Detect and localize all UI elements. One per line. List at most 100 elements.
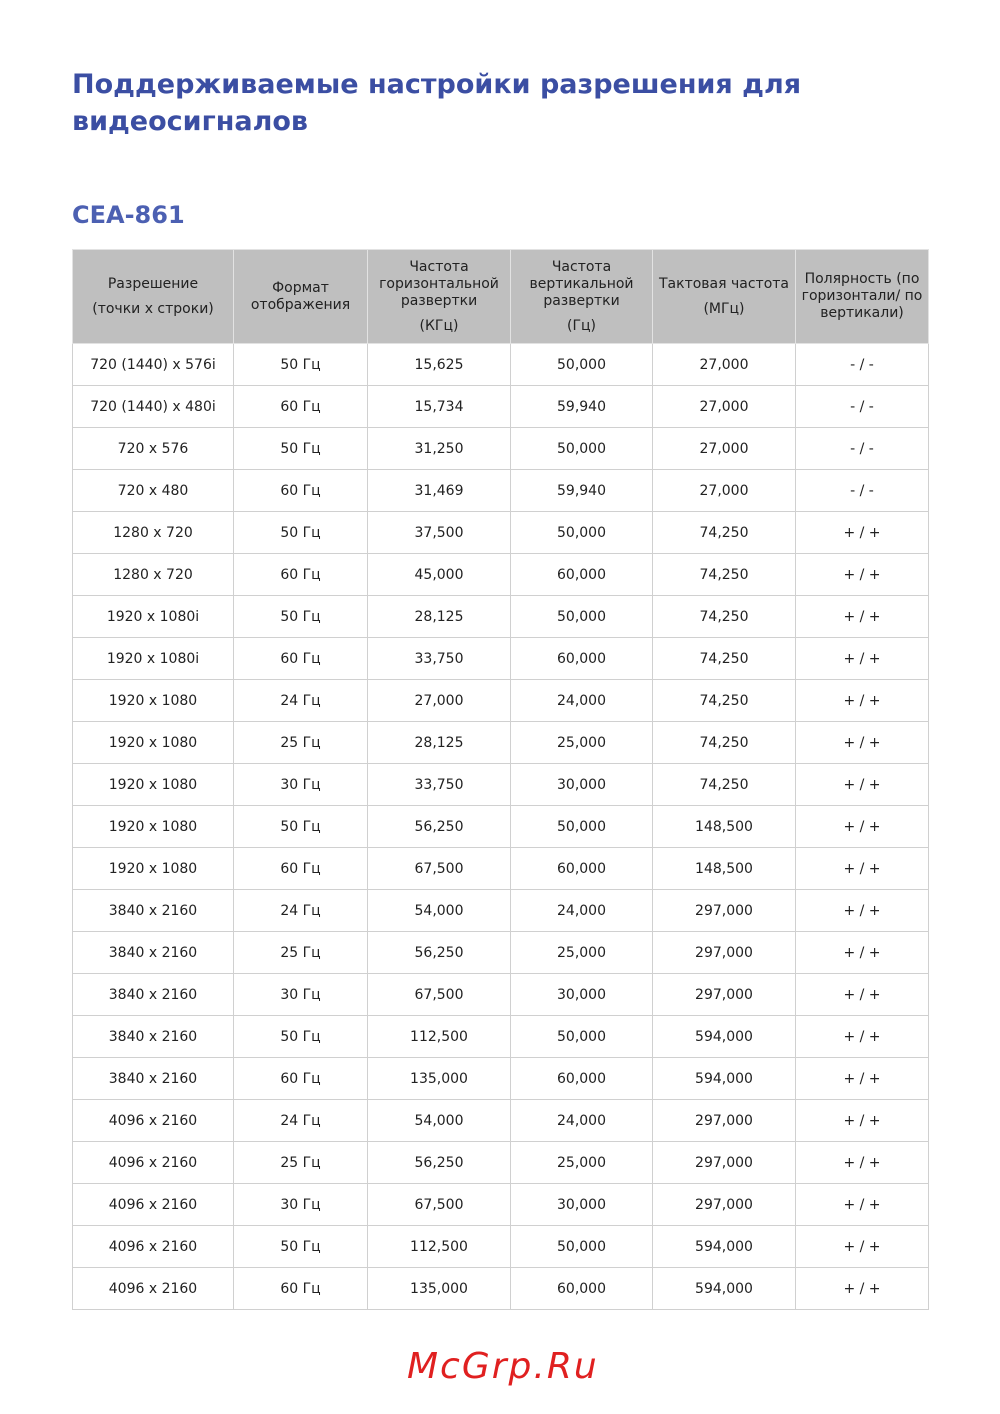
cell-horizontal-frequency: 56,250 <box>367 805 511 848</box>
cell-horizontal-frequency: 33,750 <box>367 637 511 680</box>
cell-pixel-clock: 27,000 <box>652 343 796 386</box>
cell-resolution: 720 (1440) x 576i <box>72 343 234 386</box>
cell-pixel-clock: 27,000 <box>652 385 796 428</box>
cell-horizontal-frequency: 27,000 <box>367 679 511 722</box>
cell-horizontal-frequency: 67,500 <box>367 847 511 890</box>
cell-polarity: - / - <box>795 385 929 428</box>
cell-polarity: + / + <box>795 637 929 680</box>
cell-display-format: 24 Гц <box>233 889 368 932</box>
cell-vertical-frequency: 50,000 <box>510 1225 653 1268</box>
cell-vertical-frequency: 50,000 <box>510 1015 653 1058</box>
cell-display-format: 60 Гц <box>233 847 368 890</box>
cell-resolution: 4096 x 2160 <box>72 1267 234 1310</box>
cell-horizontal-frequency: 33,750 <box>367 763 511 806</box>
table-row: 720 (1440) x 576i 50 Гц 15,625 50,000 27,000… <box>72 343 929 386</box>
cell-horizontal-frequency: 15,625 <box>367 343 511 386</box>
table-row: 4096 x 2160 50 Гц 112,500 50,000 594,000 + / … <box>72 1225 929 1268</box>
cell-pixel-clock: 74,250 <box>652 763 796 806</box>
cell-display-format: 24 Гц <box>233 679 368 722</box>
cell-pixel-clock: 74,250 <box>652 679 796 722</box>
cell-display-format: 30 Гц <box>233 1183 368 1226</box>
cell-horizontal-frequency: 37,500 <box>367 511 511 554</box>
cell-display-format: 50 Гц <box>233 511 368 554</box>
cell-resolution: 1280 x 720 <box>72 553 234 596</box>
cell-pixel-clock: 297,000 <box>652 931 796 974</box>
cell-vertical-frequency: 50,000 <box>510 595 653 638</box>
cell-vertical-frequency: 25,000 <box>510 931 653 974</box>
cell-pixel-clock: 74,250 <box>652 553 796 596</box>
cell-vertical-frequency: 24,000 <box>510 889 653 932</box>
cell-display-format: 50 Гц <box>233 1015 368 1058</box>
cell-polarity: + / + <box>795 1015 929 1058</box>
cell-display-format: 60 Гц <box>233 469 368 512</box>
cell-horizontal-frequency: 56,250 <box>367 1141 511 1184</box>
cell-resolution: 3840 x 2160 <box>72 889 234 932</box>
table-row: 1280 x 720 60 Гц 45,000 60,000 74,250 + / + <box>72 553 929 596</box>
cell-display-format: 25 Гц <box>233 721 368 764</box>
table-row: 3840 x 2160 30 Гц 67,500 30,000 297,000 + / + <box>72 973 929 1016</box>
cell-vertical-frequency: 30,000 <box>510 973 653 1016</box>
page-title: Поддерживаемые настройки разрешения для … <box>72 69 802 137</box>
table-row: 1920 x 1080i 50 Гц 28,125 50,000 74,250 + / + <box>72 595 929 638</box>
cell-vertical-frequency: 30,000 <box>510 1183 653 1226</box>
cell-horizontal-frequency: 112,500 <box>367 1015 511 1058</box>
cell-resolution: 3840 x 2160 <box>72 973 234 1016</box>
cell-polarity: + / + <box>795 1183 929 1226</box>
cell-polarity: - / - <box>795 427 929 470</box>
header-text: Частота горизонтальной развертки <box>379 258 499 309</box>
cell-polarity: - / - <box>795 469 929 512</box>
table-row: 4096 x 2160 25 Гц 56,250 25,000 297,000 + / + <box>72 1141 929 1184</box>
cell-resolution: 720 (1440) x 480i <box>72 385 234 428</box>
cell-resolution: 3840 x 2160 <box>72 931 234 974</box>
cell-horizontal-frequency: 31,469 <box>367 469 511 512</box>
cell-resolution: 3840 x 2160 <box>72 1057 234 1100</box>
column-header-display-format: Формат отображения <box>233 249 368 344</box>
cell-resolution: 720 x 576 <box>72 427 234 470</box>
cell-polarity: + / + <box>795 1267 929 1310</box>
cell-pixel-clock: 74,250 <box>652 637 796 680</box>
cell-display-format: 50 Гц <box>233 343 368 386</box>
cell-pixel-clock: 594,000 <box>652 1267 796 1310</box>
cell-horizontal-frequency: 67,500 <box>367 1183 511 1226</box>
cell-vertical-frequency: 59,940 <box>510 385 653 428</box>
cell-display-format: 50 Гц <box>233 427 368 470</box>
header-text: (Гц) <box>567 317 596 334</box>
header-text: Тактовая частота <box>658 275 789 292</box>
table-row: 4096 x 2160 24 Гц 54,000 24,000 297,000 + / + <box>72 1099 929 1142</box>
cell-vertical-frequency: 60,000 <box>510 637 653 680</box>
cell-resolution: 1920 x 1080 <box>72 847 234 890</box>
cell-display-format: 50 Гц <box>233 595 368 638</box>
cell-vertical-frequency: 59,940 <box>510 469 653 512</box>
table-row: 720 (1440) x 480i 60 Гц 15,734 59,940 27,000… <box>72 385 929 428</box>
section-title: CEA-861 <box>72 201 185 229</box>
cell-vertical-frequency: 60,000 <box>510 553 653 596</box>
cell-vertical-frequency: 25,000 <box>510 1141 653 1184</box>
cell-polarity: + / + <box>795 1141 929 1184</box>
cell-polarity: + / + <box>795 973 929 1016</box>
column-header-horizontal-frequency: Частота горизонтальной развертки (КГц) <box>367 249 511 344</box>
cell-display-format: 25 Гц <box>233 931 368 974</box>
cell-vertical-frequency: 24,000 <box>510 1099 653 1142</box>
cell-pixel-clock: 27,000 <box>652 469 796 512</box>
cell-pixel-clock: 297,000 <box>652 973 796 1016</box>
cell-resolution: 4096 x 2160 <box>72 1141 234 1184</box>
cell-pixel-clock: 594,000 <box>652 1057 796 1100</box>
cell-resolution: 1920 x 1080 <box>72 805 234 848</box>
cell-polarity: + / + <box>795 511 929 554</box>
resolution-table: Разрешение (точки x строки) Формат отображ… <box>72 249 929 1310</box>
cell-display-format: 60 Гц <box>233 385 368 428</box>
cell-resolution: 4096 x 2160 <box>72 1099 234 1142</box>
cell-resolution: 1920 x 1080 <box>72 679 234 722</box>
table-row: 3840 x 2160 25 Гц 56,250 25,000 297,000 + / + <box>72 931 929 974</box>
cell-vertical-frequency: 60,000 <box>510 1267 653 1310</box>
table-body: 720 (1440) x 576i 50 Гц 15,625 50,000 27,000… <box>72 343 929 1310</box>
cell-horizontal-frequency: 54,000 <box>367 889 511 932</box>
cell-pixel-clock: 594,000 <box>652 1015 796 1058</box>
cell-pixel-clock: 148,500 <box>652 847 796 890</box>
cell-display-format: 60 Гц <box>233 1267 368 1310</box>
table-row: 720 x 480 60 Гц 31,469 59,940 27,000- / - <box>72 469 929 512</box>
table-header-row: Разрешение (точки x строки) Формат отображ… <box>72 249 929 344</box>
cell-horizontal-frequency: 54,000 <box>367 1099 511 1142</box>
table-row: 4096 x 2160 30 Гц 67,500 30,000 297,000 + / + <box>72 1183 929 1226</box>
table-row: 3840 x 2160 24 Гц 54,000 24,000 297,000 + / + <box>72 889 929 932</box>
